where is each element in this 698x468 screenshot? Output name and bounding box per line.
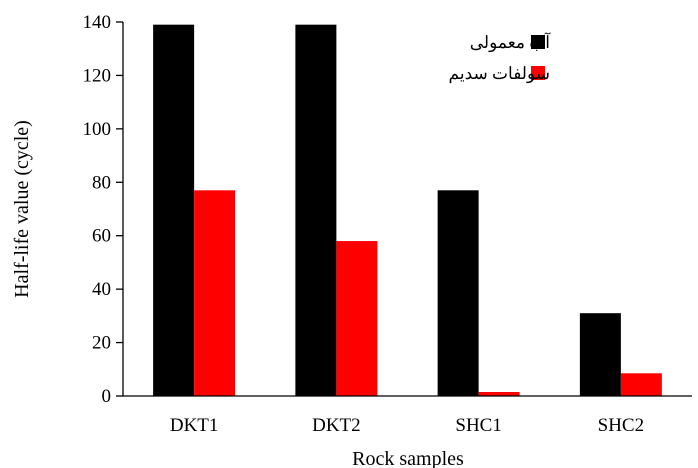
bar-dkt1-series-2	[194, 190, 236, 396]
legend-marker-series-1	[531, 35, 545, 49]
bar-shc2-series-2	[620, 373, 662, 396]
y-tick-label: 120	[83, 65, 112, 86]
x-axis-title: Rock samples	[352, 448, 464, 468]
x-tick-label: DKT2	[312, 415, 361, 436]
legend-marker-series-2	[531, 66, 545, 80]
bar-shc1-series-2	[478, 391, 520, 396]
bar-dkt1-series-1	[153, 24, 195, 397]
y-tick-label: 140	[83, 12, 112, 33]
bar-dkt2-series-2	[336, 241, 378, 396]
legend-label-series-1: آب معمولی	[470, 31, 552, 53]
bar-shc1-series-1	[437, 190, 479, 396]
y-tick-label: 80	[92, 172, 111, 193]
y-axis-title: Half-life value (cycle)	[11, 120, 33, 298]
x-axis-ticks: DKT1 DKT2 SHC1 SHC2	[170, 415, 644, 436]
bar-shc2-series-1	[579, 313, 621, 396]
y-tick-label: 40	[92, 279, 111, 300]
legend: آب معمولی سولفات سدیم	[449, 31, 552, 84]
y-tick-label: 20	[92, 333, 111, 354]
bars-group	[153, 24, 662, 397]
x-tick-label: DKT1	[170, 415, 219, 436]
y-tick-label: 0	[102, 386, 112, 407]
x-tick-label: SHC1	[455, 415, 501, 436]
x-tick-label: SHC2	[598, 415, 644, 436]
y-axis-ticks: 0 20 40 60 80 100 120 140	[83, 12, 123, 407]
bar-dkt2-series-1	[295, 24, 337, 397]
y-tick-label: 60	[92, 226, 111, 247]
y-tick-label: 100	[83, 119, 112, 140]
legend-label-series-2: سولفات سدیم	[449, 64, 550, 84]
